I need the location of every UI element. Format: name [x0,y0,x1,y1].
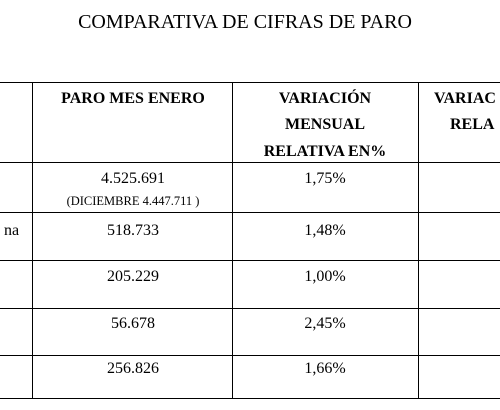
cell: 4.525.691 [101,170,165,187]
cell: 1,66% [304,360,346,377]
cell: 2,45% [304,315,346,332]
row-label: na [4,222,20,239]
header-cell: VARIACIÓN [278,90,372,107]
cell: 256.826 [107,360,159,377]
header-cell: PARO MES ENERO [61,90,205,107]
cell: 1,48% [304,222,346,239]
cell: 205.229 [107,268,159,285]
header-cell: VARIAC [434,90,496,107]
cell: 56.678 [111,315,155,332]
cell: 518.733 [107,222,159,239]
cell-note: (DICIEMBRE 4.447.711 ) [66,194,200,208]
header-cell: RELA [450,116,495,133]
cell: 1,00% [304,268,346,285]
header-cell: RELATIVA EN% [263,143,387,160]
header-cell: MENSUAL [284,116,366,133]
title: COMPARATIVA DE CIFRAS DE PARO [78,11,412,33]
cell: 1,75% [304,170,346,187]
